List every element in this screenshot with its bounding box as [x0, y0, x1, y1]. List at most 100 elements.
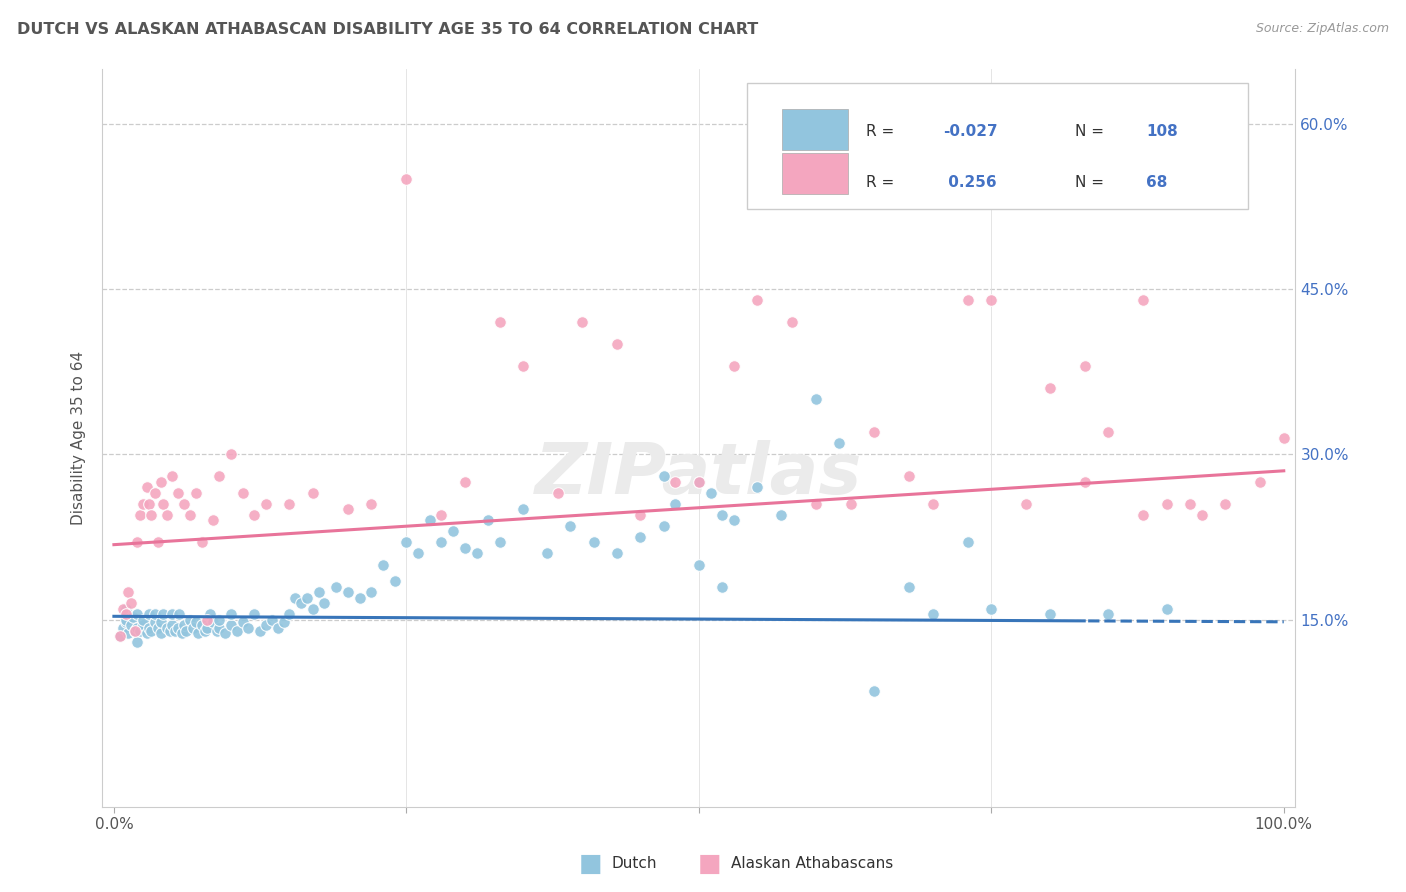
- Point: [688, 558, 710, 572]
- Point: [804, 497, 827, 511]
- Point: [1097, 607, 1119, 621]
- Point: [1132, 508, 1154, 522]
- FancyBboxPatch shape: [782, 153, 848, 194]
- Point: [202, 615, 225, 629]
- Point: [664, 497, 686, 511]
- Point: [314, 596, 336, 610]
- Point: [652, 519, 675, 533]
- Point: [173, 618, 195, 632]
- Point: [769, 508, 792, 522]
- Point: [243, 508, 266, 522]
- Point: [465, 546, 488, 560]
- Point: [138, 607, 160, 621]
- Point: [135, 480, 157, 494]
- Point: [127, 535, 149, 549]
- Point: [360, 497, 382, 511]
- Point: [167, 622, 190, 636]
- Point: [454, 541, 477, 555]
- Point: [219, 618, 242, 632]
- Point: [149, 625, 172, 640]
- Point: [711, 508, 734, 522]
- Text: 68: 68: [1146, 176, 1167, 191]
- Point: [1039, 381, 1062, 395]
- Point: [560, 519, 582, 533]
- Text: Source: ZipAtlas.com: Source: ZipAtlas.com: [1256, 22, 1389, 36]
- Point: [184, 486, 207, 500]
- Point: [606, 337, 628, 351]
- Point: [980, 293, 1002, 307]
- Text: 0.256: 0.256: [943, 176, 997, 191]
- Point: [143, 607, 166, 621]
- Point: [395, 535, 418, 549]
- Text: 108: 108: [1146, 124, 1178, 139]
- Point: [688, 475, 710, 489]
- Point: [254, 497, 277, 511]
- Point: [956, 535, 979, 549]
- Point: [135, 625, 157, 640]
- Point: [114, 607, 136, 621]
- Point: [132, 497, 155, 511]
- Point: [219, 607, 242, 621]
- Point: [194, 624, 217, 638]
- Point: [184, 615, 207, 629]
- Point: [747, 480, 769, 494]
- Point: [190, 535, 212, 549]
- Point: [430, 535, 453, 549]
- Point: [198, 607, 221, 621]
- Point: [127, 622, 149, 636]
- Point: [980, 601, 1002, 615]
- FancyBboxPatch shape: [747, 83, 1247, 209]
- Point: [197, 622, 219, 636]
- Text: ZIPatlas: ZIPatlas: [536, 440, 862, 509]
- Point: [152, 607, 174, 621]
- Point: [124, 624, 146, 638]
- Point: [395, 171, 418, 186]
- Point: [1039, 607, 1062, 621]
- FancyBboxPatch shape: [782, 109, 848, 150]
- Point: [149, 615, 172, 629]
- Point: [138, 497, 160, 511]
- Point: [284, 591, 307, 605]
- Point: [406, 546, 429, 560]
- Point: [336, 502, 359, 516]
- Point: [1015, 497, 1038, 511]
- Text: Dutch: Dutch: [612, 856, 657, 871]
- Point: [301, 486, 323, 500]
- Text: N =: N =: [1074, 124, 1108, 139]
- Point: [138, 622, 160, 636]
- Point: [477, 513, 499, 527]
- Point: [371, 558, 394, 572]
- Point: [127, 607, 149, 621]
- Point: [141, 508, 163, 522]
- Point: [512, 502, 534, 516]
- Point: [132, 613, 155, 627]
- Point: [128, 508, 150, 522]
- Point: [606, 546, 628, 560]
- Point: [169, 607, 191, 621]
- Point: [1178, 497, 1201, 511]
- Point: [159, 624, 181, 638]
- Text: R =: R =: [866, 176, 898, 191]
- Point: [804, 392, 827, 407]
- Point: [360, 585, 382, 599]
- Text: ■: ■: [579, 852, 602, 875]
- Point: [1097, 425, 1119, 440]
- Text: Alaskan Athabascans: Alaskan Athabascans: [731, 856, 893, 871]
- Point: [699, 486, 721, 500]
- Point: [898, 469, 921, 483]
- Point: [747, 293, 769, 307]
- Point: [155, 508, 177, 522]
- Point: [782, 315, 804, 329]
- Point: [114, 615, 136, 629]
- Point: [179, 613, 201, 627]
- Point: [863, 425, 886, 440]
- Point: [152, 497, 174, 511]
- Point: [1249, 475, 1271, 489]
- Point: [384, 574, 406, 588]
- Text: -0.027: -0.027: [943, 124, 998, 139]
- Point: [278, 607, 301, 621]
- Point: [143, 486, 166, 500]
- Text: ■: ■: [699, 852, 721, 875]
- Point: [1156, 497, 1178, 511]
- Point: [108, 629, 131, 643]
